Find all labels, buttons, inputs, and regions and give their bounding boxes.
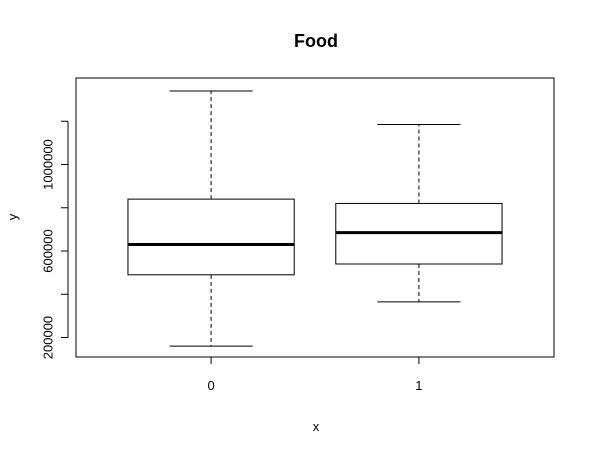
y-axis-label: y [5,213,20,220]
y-tick-label-200000: 200000 [41,316,56,359]
x-tick-label-0: 0 [207,378,214,393]
y-axis: 200000 600000 1000000 [41,120,69,359]
chart-title: Food [294,31,338,51]
y-tick-label-1000000: 1000000 [41,139,56,190]
box-0 [127,198,295,276]
x-tick-label-1: 1 [415,378,422,393]
y-tick-label-600000: 600000 [41,229,56,272]
x-axis-label: x [313,419,320,434]
plot-frame [75,77,555,358]
boxes-group [127,90,503,347]
